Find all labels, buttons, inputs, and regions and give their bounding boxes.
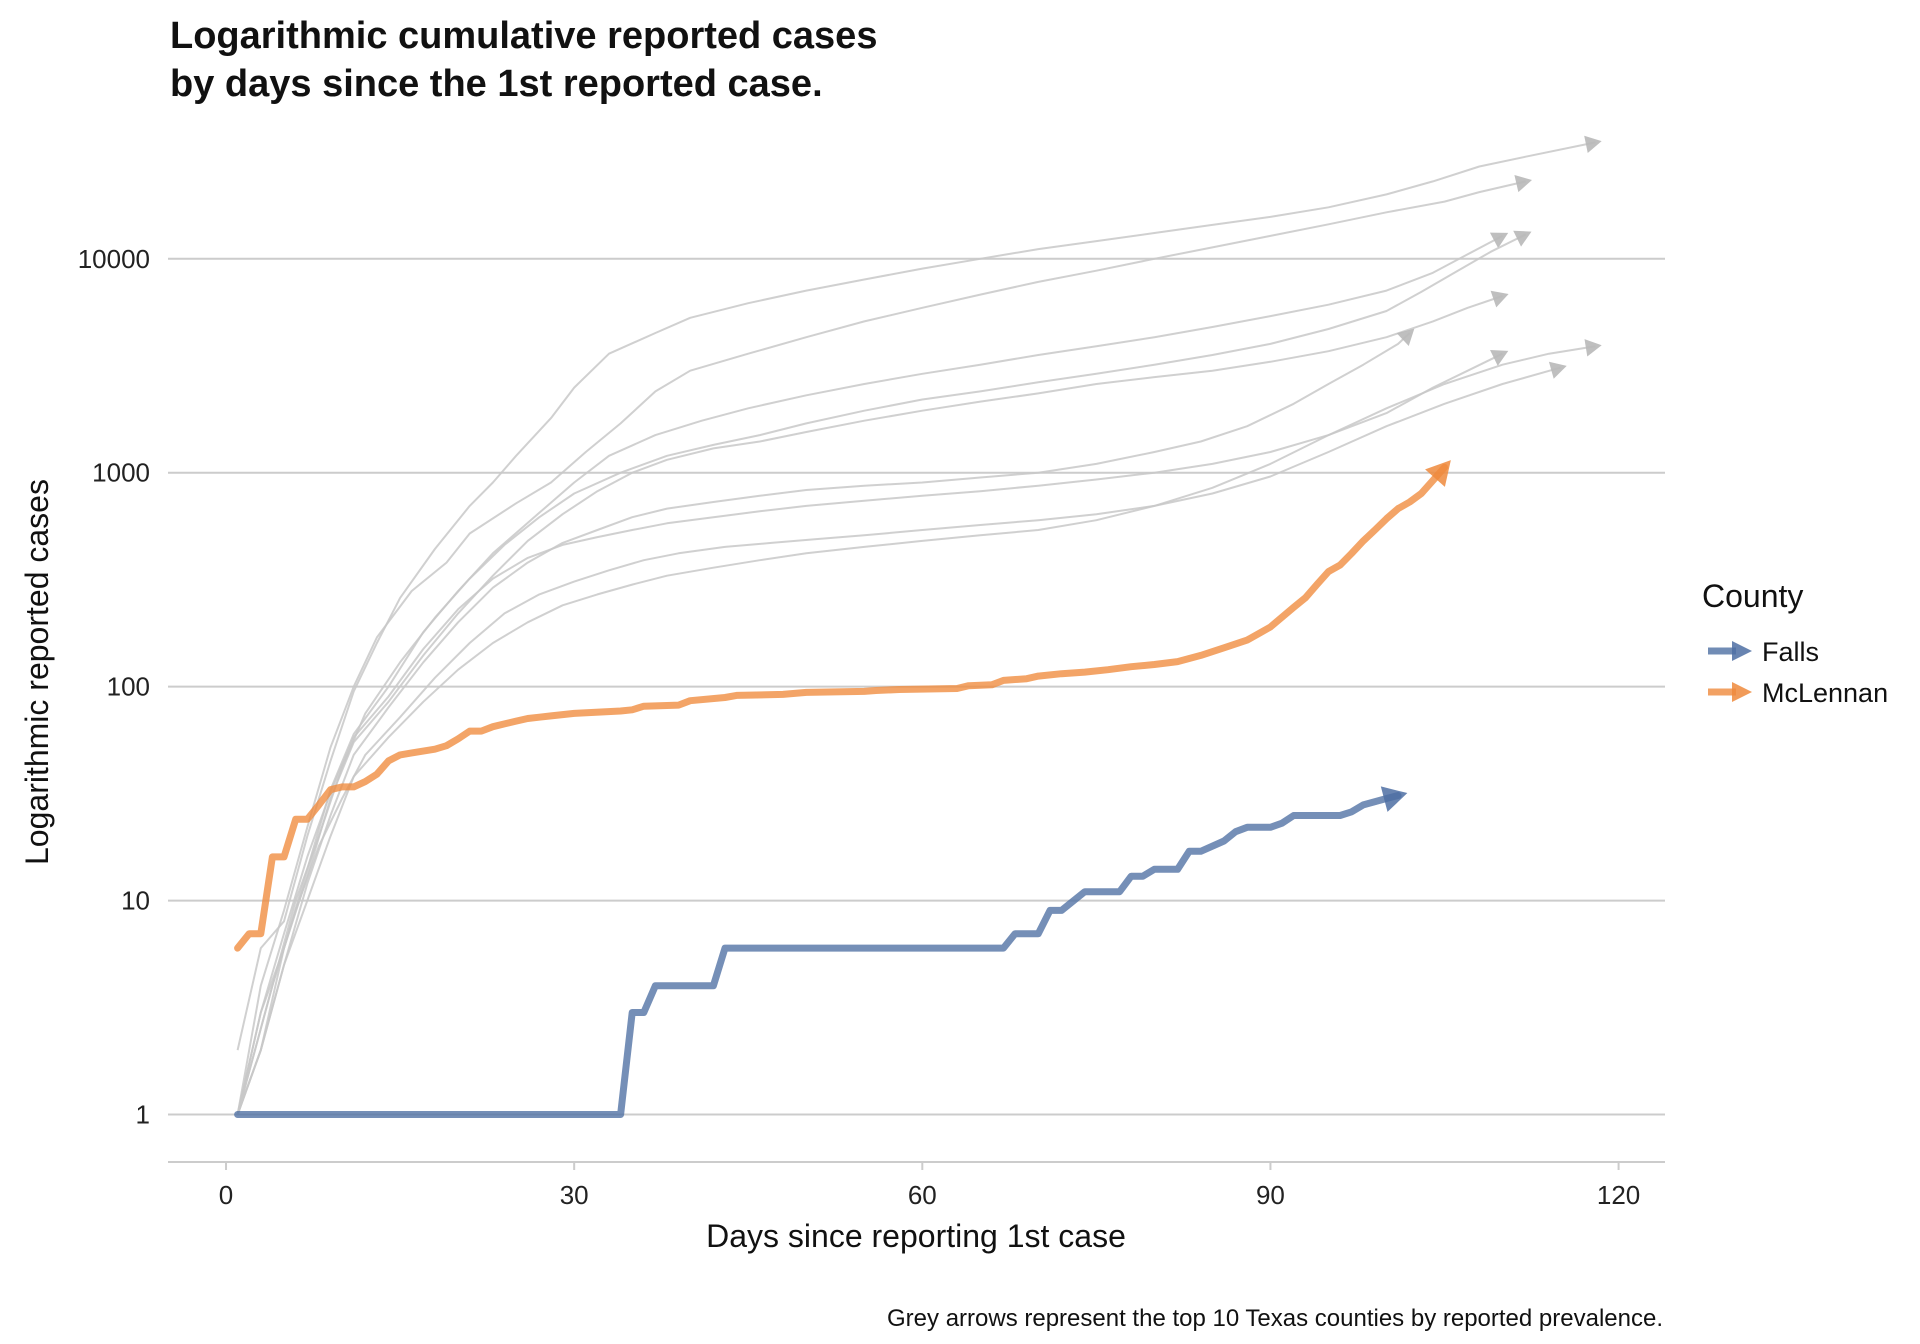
x-tick-label: 30 — [560, 1180, 589, 1210]
legend-item-falls: Falls — [1708, 637, 1819, 667]
x-tick-label: 0 — [219, 1180, 233, 1210]
background-county-arrow-9 — [1584, 339, 1602, 357]
background-county-arrow-3 — [1489, 232, 1509, 249]
y-tick-label: 10 — [121, 886, 150, 916]
legend: County Falls McLennan — [1702, 578, 1888, 708]
y-tick-label: 1 — [136, 1100, 150, 1130]
background-county-arrow-2 — [1514, 174, 1532, 193]
y-tick-label: 10000 — [78, 244, 150, 274]
y-tick-label: 100 — [107, 672, 150, 702]
x-tick-label: 90 — [1256, 1180, 1285, 1210]
x-axis-title: Days since reporting 1st case — [706, 1218, 1126, 1254]
background-county-line-9 — [236, 345, 1596, 1115]
legend-label-falls: Falls — [1762, 637, 1819, 667]
background-county-line-4 — [236, 233, 1527, 1115]
background-county-arrow-6 — [1396, 328, 1415, 346]
legend-title: County — [1702, 578, 1803, 614]
legend-swatch-arrow — [1732, 641, 1752, 661]
falls-series-arrow — [1380, 786, 1408, 812]
background-county-line-3 — [236, 235, 1503, 1115]
background-county-line-6 — [236, 332, 1411, 1115]
falls-series-line — [234, 792, 1402, 1118]
highlighted-series — [234, 460, 1451, 1118]
background-county-line-1 — [236, 141, 1596, 1051]
chart-caption: Grey arrows represent the top 10 Texas c… — [887, 1305, 1663, 1332]
background-series — [236, 135, 1602, 1115]
x-tick-label: 60 — [908, 1180, 937, 1210]
y-axis-ticks: 1 10 100 1000 10000 — [78, 244, 150, 1130]
background-county-arrow-1 — [1584, 135, 1602, 153]
chart-title-line-2: by days since the 1st reported case. — [170, 63, 823, 105]
background-county-arrow-4 — [1513, 230, 1532, 247]
y-tick-label: 1000 — [92, 458, 150, 488]
background-county-line-5 — [236, 295, 1503, 1115]
legend-swatch-arrow — [1732, 682, 1752, 702]
background-county-arrow-5 — [1490, 290, 1509, 308]
background-county-line-8 — [236, 366, 1561, 1115]
background-county-arrow-8 — [1548, 361, 1567, 379]
mclennan-series-line — [234, 463, 1448, 952]
background-county-line-7 — [236, 352, 1503, 1115]
legend-item-mclennan: McLennan — [1708, 678, 1888, 708]
x-tick-label: 120 — [1597, 1180, 1640, 1210]
legend-label-mclennan: McLennan — [1762, 678, 1888, 708]
chart-title-line-1: Logarithmic cumulative reported cases — [170, 15, 877, 57]
background-county-line-2 — [236, 180, 1526, 1115]
background-county-arrow-7 — [1490, 350, 1509, 366]
x-axis-ticks: 0 30 60 90 120 — [219, 1162, 1640, 1210]
mclennan-series-arrow — [1425, 460, 1451, 487]
y-axis-title: Logarithmic reported cases — [19, 479, 55, 865]
